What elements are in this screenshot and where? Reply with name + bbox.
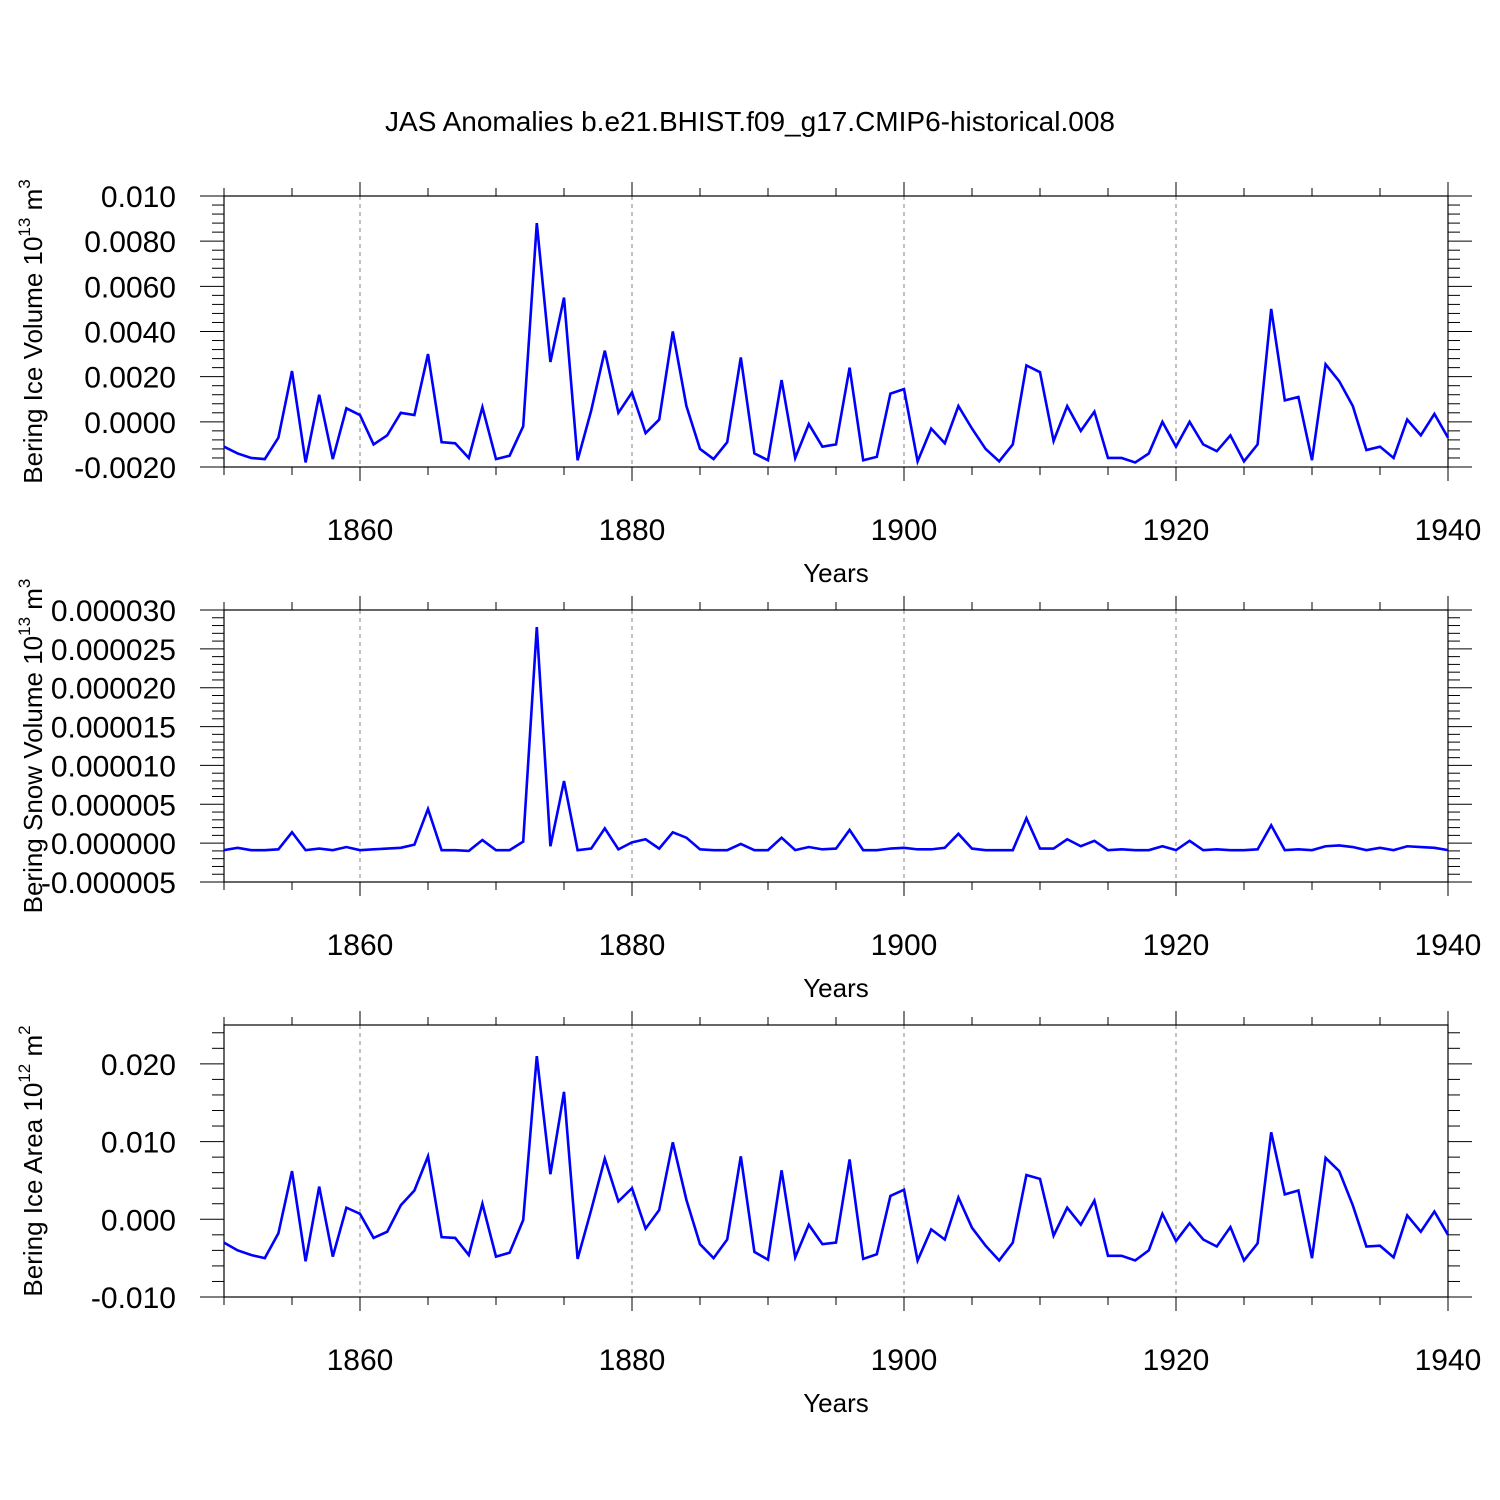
y-tick-label: 0.0020 — [84, 362, 176, 395]
y-axis-title-main: Bering Ice Area 10 — [18, 1083, 48, 1297]
x-tick-label: 1860 — [327, 929, 394, 962]
x-tick-label: 1860 — [327, 514, 394, 547]
y-axis-title-unit: m — [18, 588, 48, 617]
y-axis-title-unit-exponent: 3 — [15, 579, 34, 588]
y-tick-label: 0.000000 — [51, 828, 176, 861]
y-axis-title-exponent: 13 — [15, 218, 34, 237]
y-axis-title-main: Bering Snow Volume 10 — [18, 636, 48, 914]
y-axis-title-unit: m — [18, 1035, 48, 1064]
y-axis-title: Bering Snow Volume 1013 m3 — [15, 579, 48, 914]
x-tick-label: 1940 — [1415, 929, 1482, 962]
y-tick-label: 0.000020 — [51, 673, 176, 706]
x-tick-label: 1880 — [599, 929, 666, 962]
y-axis-title-exponent: 12 — [15, 1064, 34, 1083]
y-tick-label: -0.000005 — [41, 867, 176, 900]
y-axis-title-unit-exponent: 3 — [15, 179, 34, 188]
y-axis-title: Bering Ice Area 1012 m2 — [15, 1025, 48, 1296]
x-tick-label: 1900 — [871, 929, 938, 962]
y-tick-label: -0.010 — [91, 1282, 176, 1315]
y-tick-label: 0.0060 — [84, 271, 176, 304]
x-tick-label: 1900 — [871, 514, 938, 547]
plot-frame — [223, 1024, 1449, 1298]
y-axis-title-unit: m — [18, 189, 48, 218]
y-axis-title: Bering Ice Volume 1013 m3 — [15, 179, 48, 483]
y-tick-label: 0.0080 — [84, 226, 176, 259]
y-tick-label: 0.000015 — [51, 712, 176, 745]
x-tick-label: 1940 — [1415, 514, 1482, 547]
y-axis-title-exponent: 13 — [15, 617, 34, 636]
x-tick-label: 1940 — [1415, 1344, 1482, 1377]
series-line-snow-volume — [223, 627, 1449, 853]
x-tick-label: 1920 — [1143, 929, 1210, 962]
y-tick-label: 0.020 — [101, 1049, 176, 1082]
x-tick-label: 1900 — [871, 1344, 938, 1377]
x-axis-title: Years — [803, 1388, 869, 1418]
panel-snow-volume: 1860 1880 1900 1920 1940 Years -0.000005 0.0000… — [15, 579, 1481, 1003]
plot-frame — [223, 195, 1449, 468]
x-tick-label: 1880 — [599, 1344, 666, 1377]
y-axis-title-main: Bering Ice Volume 10 — [18, 237, 48, 484]
y-tick-label: 0.000010 — [51, 750, 176, 783]
y-tick-label: 0.000 — [101, 1204, 176, 1237]
x-tick-label: 1920 — [1143, 514, 1210, 547]
panel-ice-volume: 1860 1880 1900 1920 1940 Years -0.0020 0.0000 0.… — [15, 179, 1481, 588]
panel-ice-area: 1860 1880 1900 1920 1940 Years -0.010 0.000 0.01… — [15, 1011, 1481, 1418]
y-tick-label: 0.000005 — [51, 789, 176, 822]
y-tick-label: -0.0020 — [74, 452, 176, 485]
figure-title: JAS Anomalies b.e21.BHIST.f09_g17.CMIP6-… — [385, 106, 1115, 137]
y-tick-label: 0.000030 — [51, 595, 176, 628]
y-tick-label: 0.000025 — [51, 634, 176, 667]
x-tick-label: 1920 — [1143, 1344, 1210, 1377]
y-tick-label: 0.0000 — [84, 407, 176, 440]
plot-frame — [223, 609, 1449, 883]
x-tick-label: 1880 — [599, 514, 666, 547]
y-axis-title-unit-exponent: 2 — [15, 1025, 34, 1034]
x-tick-label: 1860 — [327, 1344, 394, 1377]
y-tick-label: 0.010 — [101, 181, 176, 214]
y-tick-label: 0.0040 — [84, 317, 176, 350]
series-line-ice-area — [223, 1055, 1450, 1265]
series-line-ice-volume — [223, 222, 1450, 466]
x-axis-title: Years — [803, 973, 869, 1003]
y-tick-label: 0.010 — [101, 1127, 176, 1160]
x-axis-title: Years — [803, 558, 869, 588]
